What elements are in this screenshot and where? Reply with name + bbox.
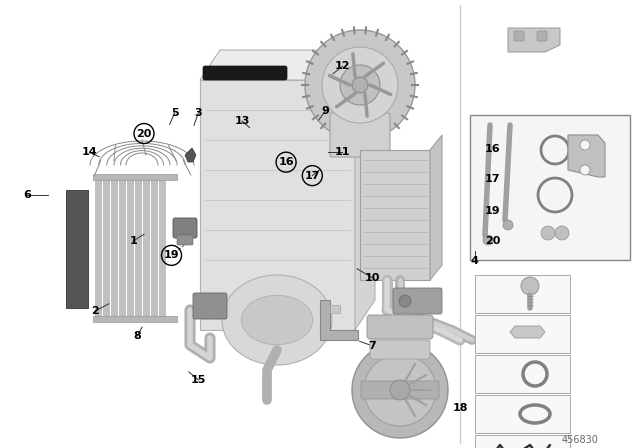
Ellipse shape	[222, 275, 332, 365]
FancyBboxPatch shape	[111, 178, 117, 318]
FancyBboxPatch shape	[173, 218, 197, 238]
Circle shape	[399, 295, 411, 307]
FancyBboxPatch shape	[514, 31, 524, 41]
Polygon shape	[508, 28, 560, 52]
Polygon shape	[355, 50, 375, 330]
Text: 20: 20	[136, 129, 152, 138]
FancyBboxPatch shape	[193, 293, 227, 319]
Text: 14: 14	[82, 147, 97, 157]
Polygon shape	[568, 135, 605, 177]
Text: 11: 11	[335, 147, 350, 157]
Text: 1: 1	[129, 236, 137, 246]
Circle shape	[580, 140, 590, 150]
FancyBboxPatch shape	[93, 174, 177, 180]
Text: 6: 6	[23, 190, 31, 200]
FancyBboxPatch shape	[159, 178, 165, 318]
Polygon shape	[510, 326, 545, 338]
Text: 5: 5	[171, 108, 179, 118]
FancyBboxPatch shape	[475, 315, 570, 353]
FancyBboxPatch shape	[330, 113, 390, 157]
FancyBboxPatch shape	[135, 178, 141, 318]
FancyBboxPatch shape	[475, 355, 570, 393]
Polygon shape	[200, 50, 375, 80]
Text: 9: 9	[321, 106, 329, 116]
Circle shape	[503, 220, 513, 230]
FancyBboxPatch shape	[475, 275, 570, 313]
FancyBboxPatch shape	[151, 178, 157, 318]
Text: 17: 17	[485, 174, 500, 184]
Circle shape	[340, 65, 380, 105]
Circle shape	[580, 165, 590, 175]
FancyBboxPatch shape	[200, 80, 355, 330]
FancyBboxPatch shape	[361, 381, 439, 399]
FancyBboxPatch shape	[393, 288, 442, 314]
FancyBboxPatch shape	[537, 31, 547, 41]
FancyBboxPatch shape	[203, 66, 287, 80]
Circle shape	[483, 235, 493, 245]
Text: 16: 16	[278, 157, 294, 167]
Circle shape	[364, 354, 436, 426]
FancyBboxPatch shape	[370, 340, 430, 359]
Circle shape	[352, 342, 448, 438]
Text: 8: 8	[134, 331, 141, 341]
Circle shape	[305, 30, 415, 140]
Circle shape	[390, 380, 410, 400]
FancyBboxPatch shape	[66, 190, 88, 308]
Text: 16: 16	[485, 144, 500, 154]
FancyBboxPatch shape	[367, 315, 433, 339]
Text: 10: 10	[365, 273, 380, 283]
Text: 17: 17	[305, 171, 320, 181]
FancyBboxPatch shape	[103, 178, 109, 318]
Text: 18: 18	[453, 403, 468, 413]
Text: 19: 19	[485, 206, 500, 215]
FancyBboxPatch shape	[93, 316, 177, 322]
Circle shape	[352, 77, 368, 93]
Polygon shape	[430, 135, 442, 280]
FancyBboxPatch shape	[475, 395, 570, 433]
FancyBboxPatch shape	[127, 178, 133, 318]
FancyBboxPatch shape	[119, 178, 125, 318]
Text: 2: 2	[91, 306, 99, 316]
Text: 4: 4	[471, 256, 479, 266]
FancyBboxPatch shape	[475, 435, 570, 448]
Text: 20: 20	[485, 236, 500, 246]
FancyBboxPatch shape	[360, 150, 430, 280]
Text: 12: 12	[335, 61, 350, 71]
Circle shape	[521, 277, 539, 295]
Polygon shape	[185, 148, 196, 162]
Circle shape	[555, 226, 569, 240]
FancyBboxPatch shape	[470, 115, 630, 260]
Text: 19: 19	[164, 250, 179, 260]
Ellipse shape	[241, 295, 313, 345]
Polygon shape	[320, 300, 358, 340]
FancyBboxPatch shape	[177, 235, 193, 245]
Text: 7: 7	[369, 341, 376, 351]
Circle shape	[541, 226, 555, 240]
Circle shape	[322, 47, 398, 123]
FancyBboxPatch shape	[143, 178, 149, 318]
FancyBboxPatch shape	[330, 305, 340, 313]
FancyBboxPatch shape	[95, 178, 101, 318]
Text: 13: 13	[234, 116, 250, 126]
Text: 15: 15	[191, 375, 206, 385]
Text: 456830: 456830	[561, 435, 598, 445]
Text: 3: 3	[195, 108, 202, 118]
